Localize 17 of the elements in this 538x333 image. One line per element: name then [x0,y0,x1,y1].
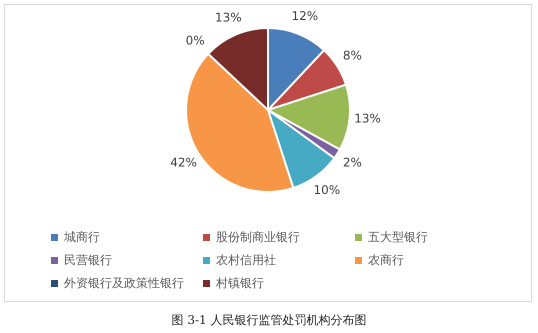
data-label: 2% [342,156,362,170]
data-label: 13% [214,10,242,24]
data-label: 42% [170,156,197,170]
legend-label: 股份制商业银行 [216,229,300,246]
caption: 图 3-1 人民银行监管处罚机构分布图 [170,312,368,329]
legend-label: 城商行 [64,229,100,246]
text: 0% [186,34,205,48]
data-label: 10% [313,183,340,198]
legend-label: 农村信用社 [216,252,276,269]
legend-label: 外资银行及政策性银行 [64,275,184,292]
data-label: 13% [354,112,381,126]
data-label: 12% [291,9,318,24]
legend-label: 民营银行 [64,252,112,269]
legend-label: 五大型银行 [368,229,428,246]
data-label: 8% [342,48,362,63]
legend-label: 村镇银行 [216,275,264,292]
legend-label: 农商行 [368,252,404,269]
